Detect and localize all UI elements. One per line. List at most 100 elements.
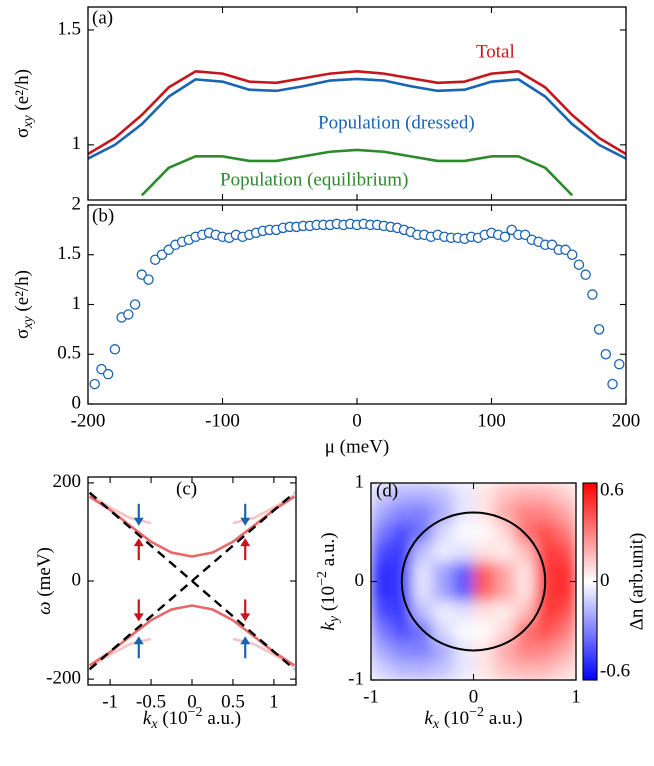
heat-cell <box>371 581 392 602</box>
x-axis-label-part: x <box>150 717 158 732</box>
y-axis-label-part: σ <box>12 329 33 339</box>
series-label: Population (equilibrium) <box>220 169 408 190</box>
heat-cell <box>391 620 413 642</box>
heat-cell <box>473 581 495 602</box>
y-tick-label: 1 <box>355 471 365 492</box>
x-tick-label: 0 <box>469 686 479 707</box>
arrow <box>133 636 144 659</box>
x-axis-label-part: −2 <box>469 705 484 720</box>
line <box>88 491 296 671</box>
axes-frame <box>87 204 627 405</box>
x-axis-label-part: k <box>143 708 152 729</box>
heat-cell <box>432 581 454 602</box>
heat-cell <box>473 561 495 582</box>
arrow-head <box>133 538 144 547</box>
point <box>580 269 591 280</box>
y-axis-label-part: (e²/h) <box>12 69 33 115</box>
arrow <box>240 599 251 622</box>
heat-cell <box>432 620 454 642</box>
arrow-head <box>133 636 144 645</box>
heat-cell <box>514 601 536 622</box>
x-tick-label: 0 <box>187 691 197 712</box>
heat-cell <box>371 561 392 582</box>
arrow <box>240 636 251 659</box>
heat-cell <box>453 601 474 622</box>
y-axis-label-part: xy <box>21 115 36 129</box>
y-tick-label: 0 <box>72 569 82 590</box>
y-axis-label-part: xy <box>21 316 36 330</box>
heat-cell <box>371 601 392 622</box>
y-tick-label: 1.5 <box>57 18 81 39</box>
heat-cell <box>371 640 392 661</box>
y-tick-label: 1.5 <box>57 243 81 264</box>
line <box>88 495 296 558</box>
heat-cell <box>391 542 413 563</box>
arrow <box>133 599 144 622</box>
heat-cell <box>555 561 576 582</box>
y-axis-label-part: k <box>318 622 339 631</box>
line <box>140 148 574 197</box>
point <box>89 378 100 390</box>
heat-cell <box>453 522 474 543</box>
line <box>88 77 626 160</box>
circle-marker <box>400 511 547 652</box>
y-axis-label-part: (meV) <box>34 547 55 601</box>
heat-cell <box>514 561 536 582</box>
heat-cell <box>453 660 474 680</box>
y-axis-label-part: (e²/h) <box>12 270 33 316</box>
heat-cell <box>391 522 413 543</box>
y-tick-label: 200 <box>53 471 82 492</box>
y-tick-label: -1 <box>348 668 364 689</box>
x-tick-label: 1 <box>571 686 581 707</box>
point <box>593 324 605 335</box>
arrow-head <box>240 613 251 622</box>
heat-cell <box>432 522 454 543</box>
heat-cell <box>371 620 392 642</box>
x-axis-label-part: −2 <box>188 705 203 720</box>
y-tick-label: 0 <box>72 392 82 413</box>
arrow <box>240 538 251 561</box>
arrow <box>240 503 251 526</box>
heat-cell <box>494 620 515 642</box>
heat-cell <box>555 522 576 543</box>
heat-cell <box>494 561 515 582</box>
heat-cell <box>391 660 413 680</box>
point <box>102 368 114 380</box>
y-tick-label: 2 <box>72 193 82 214</box>
heat-cell <box>514 542 536 563</box>
plot-area <box>88 70 626 197</box>
plot-area <box>371 483 576 680</box>
point <box>123 309 134 320</box>
line <box>88 70 626 156</box>
y-axis-label-part: σ <box>12 128 33 138</box>
heat-cell <box>412 561 433 582</box>
heat-cell <box>432 601 454 622</box>
x-axis-label-part: a.u.) <box>203 708 242 729</box>
plot-area <box>88 491 296 671</box>
heat-cell <box>391 502 413 523</box>
heat-cell <box>494 581 515 602</box>
y-axis-label-part: −2 <box>315 571 330 586</box>
heat-cell <box>555 483 576 504</box>
series-label: Population (dressed) <box>318 112 475 133</box>
x-tick-label: 100 <box>477 410 506 431</box>
series-label: Total <box>476 41 515 62</box>
x-tick-label: -200 <box>71 410 106 431</box>
heat-cell <box>535 502 556 523</box>
heat-cell <box>371 502 392 523</box>
x-axis-label: μ (meV) <box>325 436 390 457</box>
heat-cell <box>555 660 576 680</box>
x-tick-label: -1 <box>102 691 118 712</box>
x-tick-label: 0.5 <box>221 691 245 712</box>
arrow-head <box>133 613 144 622</box>
arrow-head <box>240 538 251 547</box>
heat-cell <box>514 581 536 602</box>
heat-cell <box>432 542 454 563</box>
arrow-head <box>133 517 144 526</box>
heat-cell <box>535 660 556 680</box>
heat-cell <box>412 660 433 680</box>
panel-label: (a) <box>92 7 113 28</box>
line <box>88 604 296 667</box>
heat-cell <box>371 542 392 563</box>
y-axis-label-part: ω <box>34 601 55 614</box>
